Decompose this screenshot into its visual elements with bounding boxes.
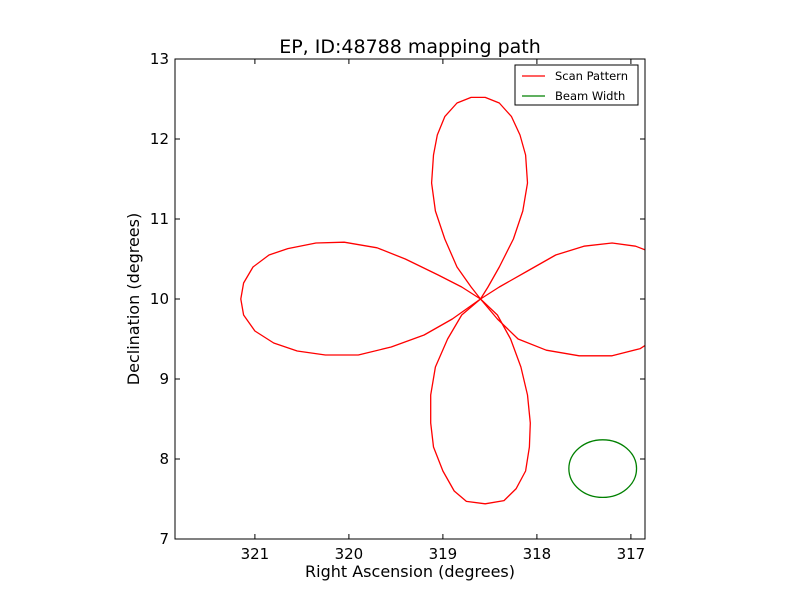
y-tick-label: 8 (159, 450, 169, 468)
y-tick-label: 10 (150, 290, 169, 308)
x-tick-label: 320 (335, 545, 364, 563)
y-tick-label: 9 (159, 370, 169, 388)
x-tick-label: 318 (523, 545, 552, 563)
x-axis-label: Right Ascension (degrees) (305, 562, 515, 581)
legend-box (514, 64, 639, 106)
chart-title: EP, ID:48788 mapping path (279, 36, 541, 58)
legend: Scan Pattern Beam Width (514, 64, 639, 106)
x-tick-label: 321 (241, 545, 270, 563)
scan-pattern-lobe-south (430, 298, 531, 505)
y-tick-label: 11 (150, 210, 169, 228)
y-axis-label: Declination (degrees) (124, 213, 143, 385)
plot-frame (174, 58, 646, 540)
legend-label-beam-width: Beam Width (555, 89, 625, 103)
x-tick-label: 319 (429, 545, 458, 563)
plot-area (175, 59, 645, 539)
beam-width-circle (568, 439, 638, 499)
ticks-layer: 321 320 319 318 317 7 8 9 10 11 12 13 (150, 50, 645, 563)
x-tick-label: 317 (617, 545, 646, 563)
y-tick-label: 13 (150, 50, 169, 68)
y-tick-label: 7 (159, 530, 169, 548)
data-layer (240, 96, 645, 505)
legend-label-scan-pattern: Scan Pattern (555, 69, 628, 83)
scan-pattern-lobe-east (240, 241, 481, 356)
scan-pattern-lobe-north (430, 96, 529, 300)
scan-pattern-lobe-west (480, 242, 645, 357)
y-tick-label: 12 (150, 130, 169, 148)
